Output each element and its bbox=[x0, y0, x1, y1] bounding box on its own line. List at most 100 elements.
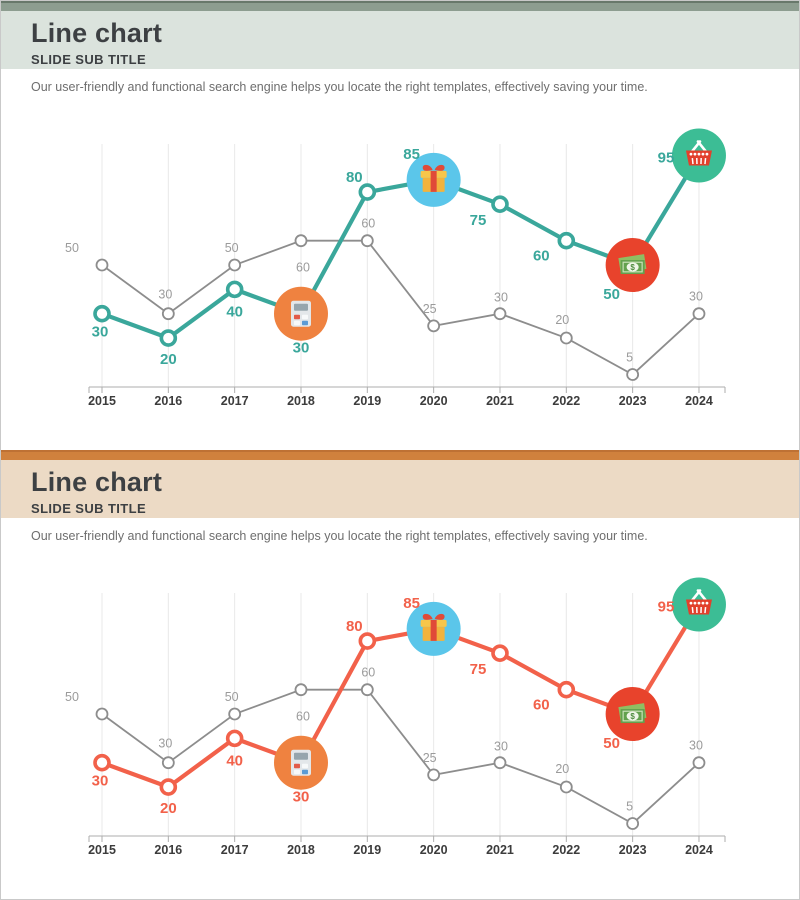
x-axis: 2015 2016 2017 2018 2019 2020 2021 2022 2023 2024 bbox=[88, 386, 726, 408]
x-axis-label: 2022 bbox=[552, 843, 580, 857]
line-chart: 2015 2016 2017 2018 2019 2020 2021 2022 2023 2024… bbox=[65, 577, 726, 857]
slide-subtitle: SLIDE SUB TITLE bbox=[31, 52, 147, 67]
data-point bbox=[358, 632, 377, 650]
data-point bbox=[692, 307, 706, 321]
gift-icon bbox=[406, 152, 461, 207]
slide-description: Our user-friendly and functional search … bbox=[31, 529, 648, 543]
highlight-line bbox=[101, 154, 701, 341]
data-label: 95 bbox=[658, 599, 675, 616]
data-point bbox=[161, 756, 175, 770]
x-axis-label: 2023 bbox=[619, 394, 647, 408]
slide-subtitle: SLIDE SUB TITLE bbox=[31, 501, 147, 516]
reference-line bbox=[101, 239, 700, 376]
data-point bbox=[159, 329, 178, 347]
data-label: 95 bbox=[658, 150, 675, 167]
money-icon-glyph: $ bbox=[618, 703, 647, 724]
data-point bbox=[692, 756, 706, 770]
slide-line-chart-teal: Line chart SLIDE SUB TITLE Our user-frie… bbox=[1, 1, 799, 450]
data-label: 60 bbox=[533, 248, 550, 265]
data-label: 30 bbox=[92, 773, 109, 790]
data-label: 85 bbox=[403, 146, 420, 163]
data-point bbox=[493, 756, 507, 770]
basket-icon bbox=[671, 128, 726, 183]
data-point bbox=[159, 778, 178, 796]
x-axis-label: 2019 bbox=[353, 394, 381, 408]
highlight-line bbox=[101, 603, 701, 790]
data-label: 40 bbox=[226, 303, 243, 320]
x-axis-label: 2016 bbox=[154, 394, 182, 408]
data-label: 40 bbox=[226, 752, 243, 769]
data-label: 30 bbox=[494, 291, 508, 305]
x-axis-label: 2021 bbox=[486, 843, 514, 857]
calculator-icon bbox=[273, 286, 328, 341]
data-point bbox=[557, 680, 576, 699]
data-label: 20 bbox=[555, 762, 569, 776]
data-label: 30 bbox=[494, 740, 508, 754]
data-label: 75 bbox=[470, 212, 487, 229]
x-axis-label: 2020 bbox=[420, 394, 448, 408]
slide-header: Line chart SLIDE SUB TITLE bbox=[1, 11, 799, 69]
gift-icon-glyph bbox=[420, 613, 447, 641]
basket-icon bbox=[671, 577, 726, 632]
data-point bbox=[95, 258, 109, 272]
reference-line bbox=[101, 688, 700, 825]
data-point bbox=[427, 768, 441, 782]
data-point bbox=[93, 753, 111, 772]
x-axis-label: 2016 bbox=[154, 843, 182, 857]
data-point bbox=[491, 644, 509, 663]
data-label: 30 bbox=[293, 340, 310, 357]
data-point bbox=[93, 304, 111, 323]
money-icon-glyph: $ bbox=[618, 254, 647, 275]
data-point bbox=[360, 234, 374, 248]
money-icon: $ bbox=[605, 687, 660, 742]
data-label: 30 bbox=[689, 739, 703, 753]
svg-text:$: $ bbox=[630, 712, 635, 721]
data-label: 50 bbox=[65, 690, 79, 704]
calculator-icon-glyph bbox=[290, 749, 311, 776]
data-point bbox=[95, 707, 109, 721]
data-label: 25 bbox=[423, 751, 437, 765]
data-label: 50 bbox=[225, 241, 239, 255]
calculator-icon bbox=[273, 735, 328, 790]
x-axis-label: 2024 bbox=[685, 843, 713, 857]
data-label: 50 bbox=[603, 735, 620, 752]
svg-text:$: $ bbox=[630, 263, 635, 272]
line-chart: 2015 2016 2017 2018 2019 2020 2021 2022 2023 2024… bbox=[65, 128, 726, 408]
data-label: 20 bbox=[555, 313, 569, 327]
data-label: 80 bbox=[346, 618, 363, 635]
money-icon: $ bbox=[605, 238, 660, 293]
slide-title: Line chart bbox=[31, 18, 163, 48]
series-highlight: $30 20 40 30 80 85 75 60 50 95 bbox=[92, 577, 726, 817]
series-highlight: $30 20 40 30 80 85 75 60 50 95 bbox=[92, 128, 726, 368]
data-point bbox=[360, 683, 374, 697]
data-point bbox=[161, 307, 175, 321]
data-point bbox=[358, 183, 377, 201]
series-reference: 50 30 50 60 60 25 30 20 5 30 bbox=[65, 217, 706, 381]
gift-icon bbox=[406, 601, 461, 656]
data-label: 30 bbox=[158, 737, 172, 751]
slide-line-chart-orange: Line chart SLIDE SUB TITLE Our user-frie… bbox=[1, 450, 799, 899]
x-axis-label: 2022 bbox=[552, 394, 580, 408]
data-point bbox=[626, 817, 640, 830]
data-label: 5 bbox=[626, 351, 633, 365]
data-point bbox=[559, 331, 573, 345]
slide-top-strip bbox=[1, 1, 799, 11]
x-axis: 2015 2016 2017 2018 2019 2020 2021 2022 2023 2024 bbox=[88, 835, 726, 857]
x-axis-label: 2017 bbox=[221, 843, 249, 857]
x-axis-label: 2020 bbox=[420, 843, 448, 857]
data-label: 50 bbox=[603, 286, 620, 303]
data-point bbox=[557, 231, 576, 250]
data-point bbox=[626, 368, 640, 381]
data-point bbox=[294, 683, 308, 697]
data-label: 80 bbox=[346, 169, 363, 186]
data-label: 85 bbox=[403, 595, 420, 612]
data-label: 50 bbox=[225, 690, 239, 704]
slide-title: Line chart bbox=[31, 467, 163, 497]
data-point bbox=[493, 307, 507, 321]
x-axis-label: 2021 bbox=[486, 394, 514, 408]
slide-top-strip bbox=[1, 450, 799, 460]
data-label: 75 bbox=[470, 661, 487, 678]
x-axis-label: 2018 bbox=[287, 394, 315, 408]
basket-icon-glyph bbox=[685, 589, 712, 615]
